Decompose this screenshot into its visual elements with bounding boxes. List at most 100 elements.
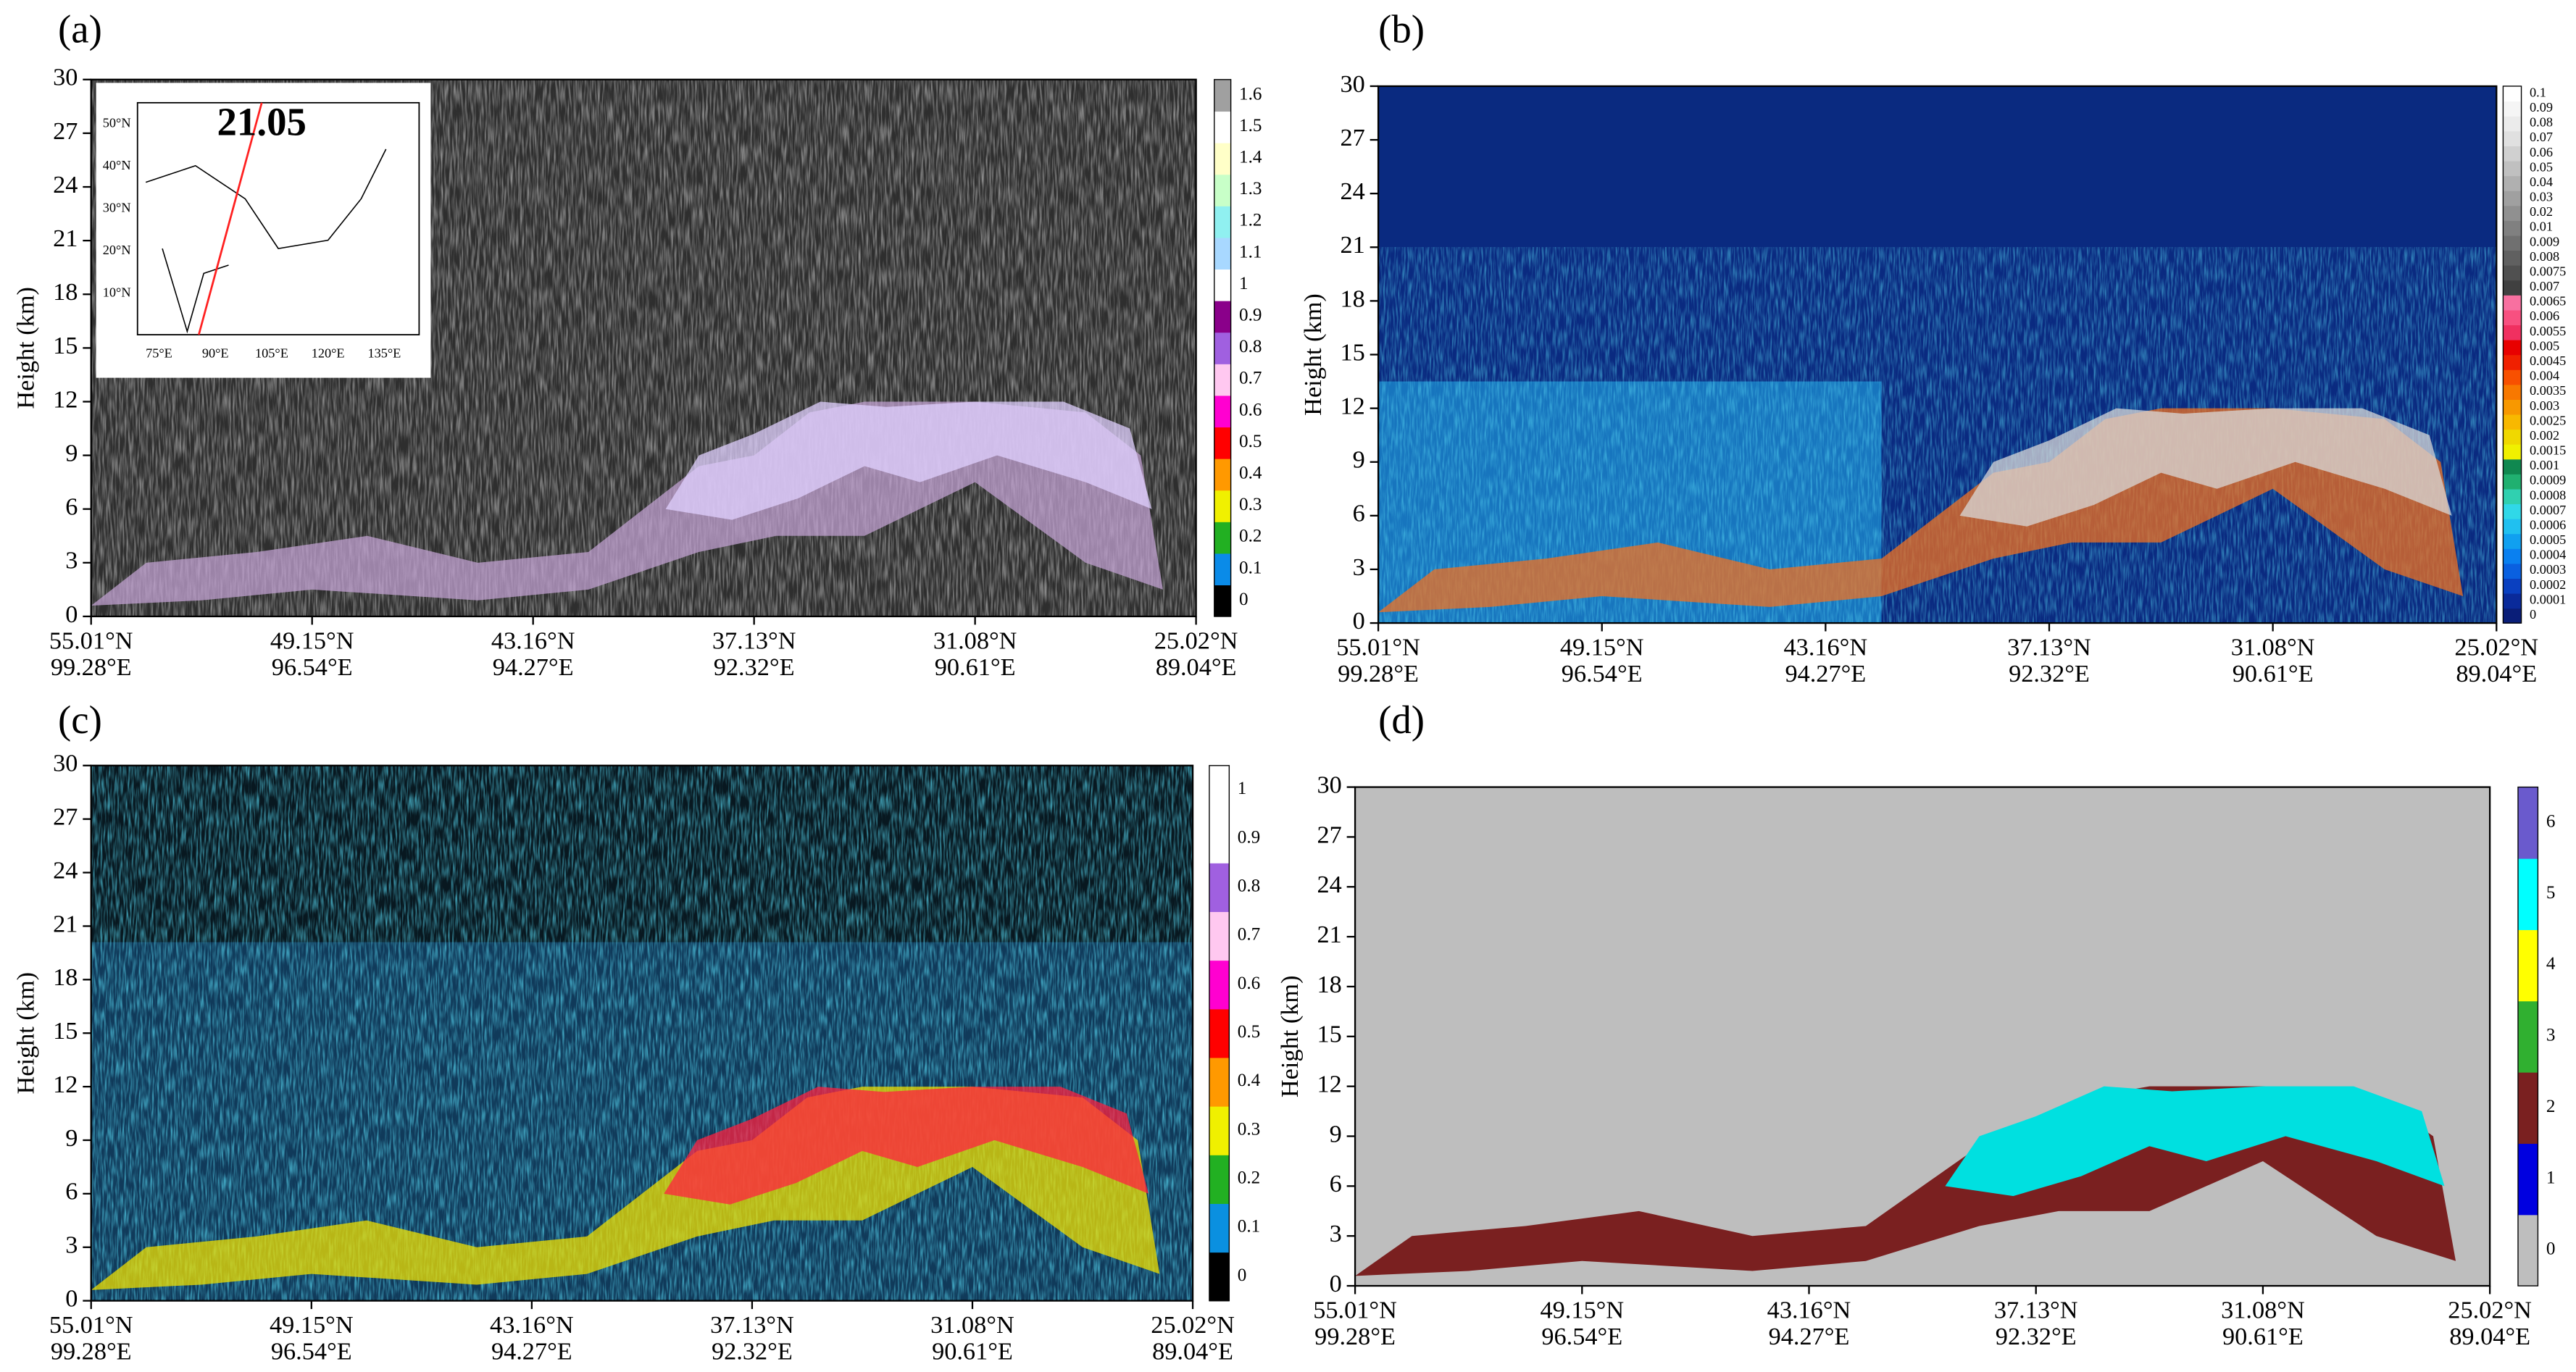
x-tick-label: 90.61°E (2233, 660, 2314, 687)
x-tick-label: 55.01°N (1313, 1297, 1397, 1324)
colorbar-frame (1214, 79, 1232, 617)
colorbar-cell (2503, 325, 2522, 340)
y-tick-label: 0 (1353, 607, 1365, 635)
colorbar-label: 0.009 (2530, 234, 2559, 248)
colorbar-cell (2503, 608, 2522, 624)
y-tick-label: 15 (53, 1017, 78, 1045)
y-tick-label: 12 (53, 385, 78, 413)
colorbar-cell (2503, 191, 2522, 206)
colorbar-cell (1209, 765, 1230, 815)
x-tick-label: 92.32°E (2009, 660, 2090, 687)
inset-lat-label: 10°N (103, 285, 131, 300)
colorbar-label: 0.0004 (2530, 548, 2566, 562)
inset-lat-label: 20°N (103, 243, 131, 257)
colorbar-label: 0.1 (1238, 1217, 1260, 1237)
colorbar-label: 0.05 (2530, 159, 2553, 174)
colorbar-cell (2503, 354, 2522, 370)
colorbar-label: 0.07 (2530, 130, 2553, 144)
cloud-layer (1959, 408, 2452, 527)
y-tick-label: 6 (1330, 1170, 1342, 1197)
colorbar-label: 0.2 (1239, 527, 1262, 546)
x-tick-label: 55.01°N (49, 627, 133, 654)
y-tick-label: 15 (1341, 338, 1365, 366)
inset-lon-label: 105°E (255, 346, 288, 361)
y-tick-label: 18 (53, 963, 78, 991)
x-tick-label: 96.54°E (1562, 660, 1643, 687)
colorbar-cell (2503, 116, 2522, 132)
colorbar-label: 0.7 (1238, 925, 1260, 945)
inset-map-frame (136, 101, 420, 335)
colorbar-label: 0.003 (2530, 398, 2559, 413)
colorbar-label: 1 (2546, 1168, 2556, 1187)
colorbar-cell (2517, 1143, 2538, 1216)
y-tick-label: 9 (65, 1124, 78, 1152)
y-tick-label: 30 (53, 64, 78, 91)
colorbar-label: 4 (2546, 954, 2556, 974)
colorbar-label: 0.3 (1239, 495, 1262, 514)
colorbar-label: 0.4 (1239, 464, 1262, 483)
colorbar-cell (1209, 813, 1230, 863)
colorbar-label: 1 (1239, 274, 1249, 293)
colorbar-cell (2503, 533, 2522, 549)
colorbar-label: 0.0075 (2530, 264, 2566, 278)
y-tick-label: 3 (65, 1231, 78, 1259)
x-tick-label: 92.32°E (714, 653, 795, 681)
x-tick-label: 96.54°E (1541, 1323, 1622, 1350)
inset-lat-label: 40°N (103, 158, 131, 172)
colorbar-label: 0.02 (2530, 204, 2553, 219)
colorbar-label: 0.5 (1239, 432, 1262, 451)
x-tick-label: 25.02°N (2454, 634, 2538, 661)
y-tick-label: 15 (1317, 1021, 1342, 1048)
colorbar-cell (2503, 488, 2522, 505)
x-tick-label: 55.01°N (49, 1311, 133, 1339)
colorbar-label: 0.9 (1239, 306, 1262, 325)
colorbar-label: 0.09 (2530, 100, 2553, 114)
y-tick-label: 21 (53, 910, 78, 937)
colorbar-cell (2503, 205, 2522, 221)
x-tick-label: 43.16°N (490, 1311, 574, 1339)
colorbar-label: 1.1 (1239, 242, 1262, 262)
colorbar-frame (1209, 765, 1230, 1302)
y-axis-label: Height (km) (1276, 975, 1304, 1097)
colorbar-cell (2517, 1071, 2538, 1145)
x-tick-label: 94.27°E (493, 653, 574, 681)
colorbar-cell (2503, 444, 2522, 460)
colorbar-label: 0.6 (1239, 400, 1262, 419)
y-tick-label: 12 (53, 1071, 78, 1098)
y-tick-label: 18 (1317, 971, 1342, 998)
panel-label: (a) (58, 7, 102, 51)
inset-lat-label: 50°N (103, 115, 131, 130)
colorbar-cell (2503, 130, 2522, 146)
colorbar-label: 0.5 (1238, 1022, 1260, 1042)
y-tick-label: 18 (53, 278, 78, 306)
colorbar-cell (1214, 332, 1231, 364)
x-tick-label: 31.08°N (930, 1311, 1014, 1339)
y-tick-label: 3 (1330, 1220, 1342, 1247)
x-tick-label: 43.16°N (1784, 634, 1868, 661)
colorbar-cell (2503, 399, 2522, 415)
colorbar-label: 1.3 (1239, 179, 1262, 198)
colorbar-cell (2517, 929, 2538, 1002)
colorbar-cell (2503, 264, 2522, 281)
colorbar-label: 0.6 (1238, 974, 1260, 993)
x-tick-label: 96.54°E (272, 653, 353, 681)
y-tick-label: 24 (53, 171, 78, 198)
colorbar-cell (2503, 101, 2522, 117)
y-tick-label: 30 (1317, 771, 1342, 798)
colorbar-frame (2517, 786, 2539, 1287)
colorbar-cell (2503, 250, 2522, 266)
colorbar-cell (2503, 369, 2522, 385)
colorbar-cell (1214, 79, 1231, 112)
colorbar-label: 0.2 (1238, 1168, 1260, 1187)
colorbar-label: 0.001 (2530, 458, 2559, 472)
colorbar-cell (2503, 459, 2522, 474)
y-tick-label: 21 (1341, 231, 1365, 259)
x-tick-label: 37.13°N (2007, 634, 2091, 661)
colorbar-cell (2503, 429, 2522, 445)
colorbar-label: 0.3 (1238, 1119, 1260, 1139)
x-tick-label: 31.08°N (2221, 1297, 2305, 1324)
colorbar-cell (1214, 269, 1231, 301)
colorbar-cell (2517, 858, 2538, 930)
colorbar-label: 1.2 (1239, 211, 1262, 230)
